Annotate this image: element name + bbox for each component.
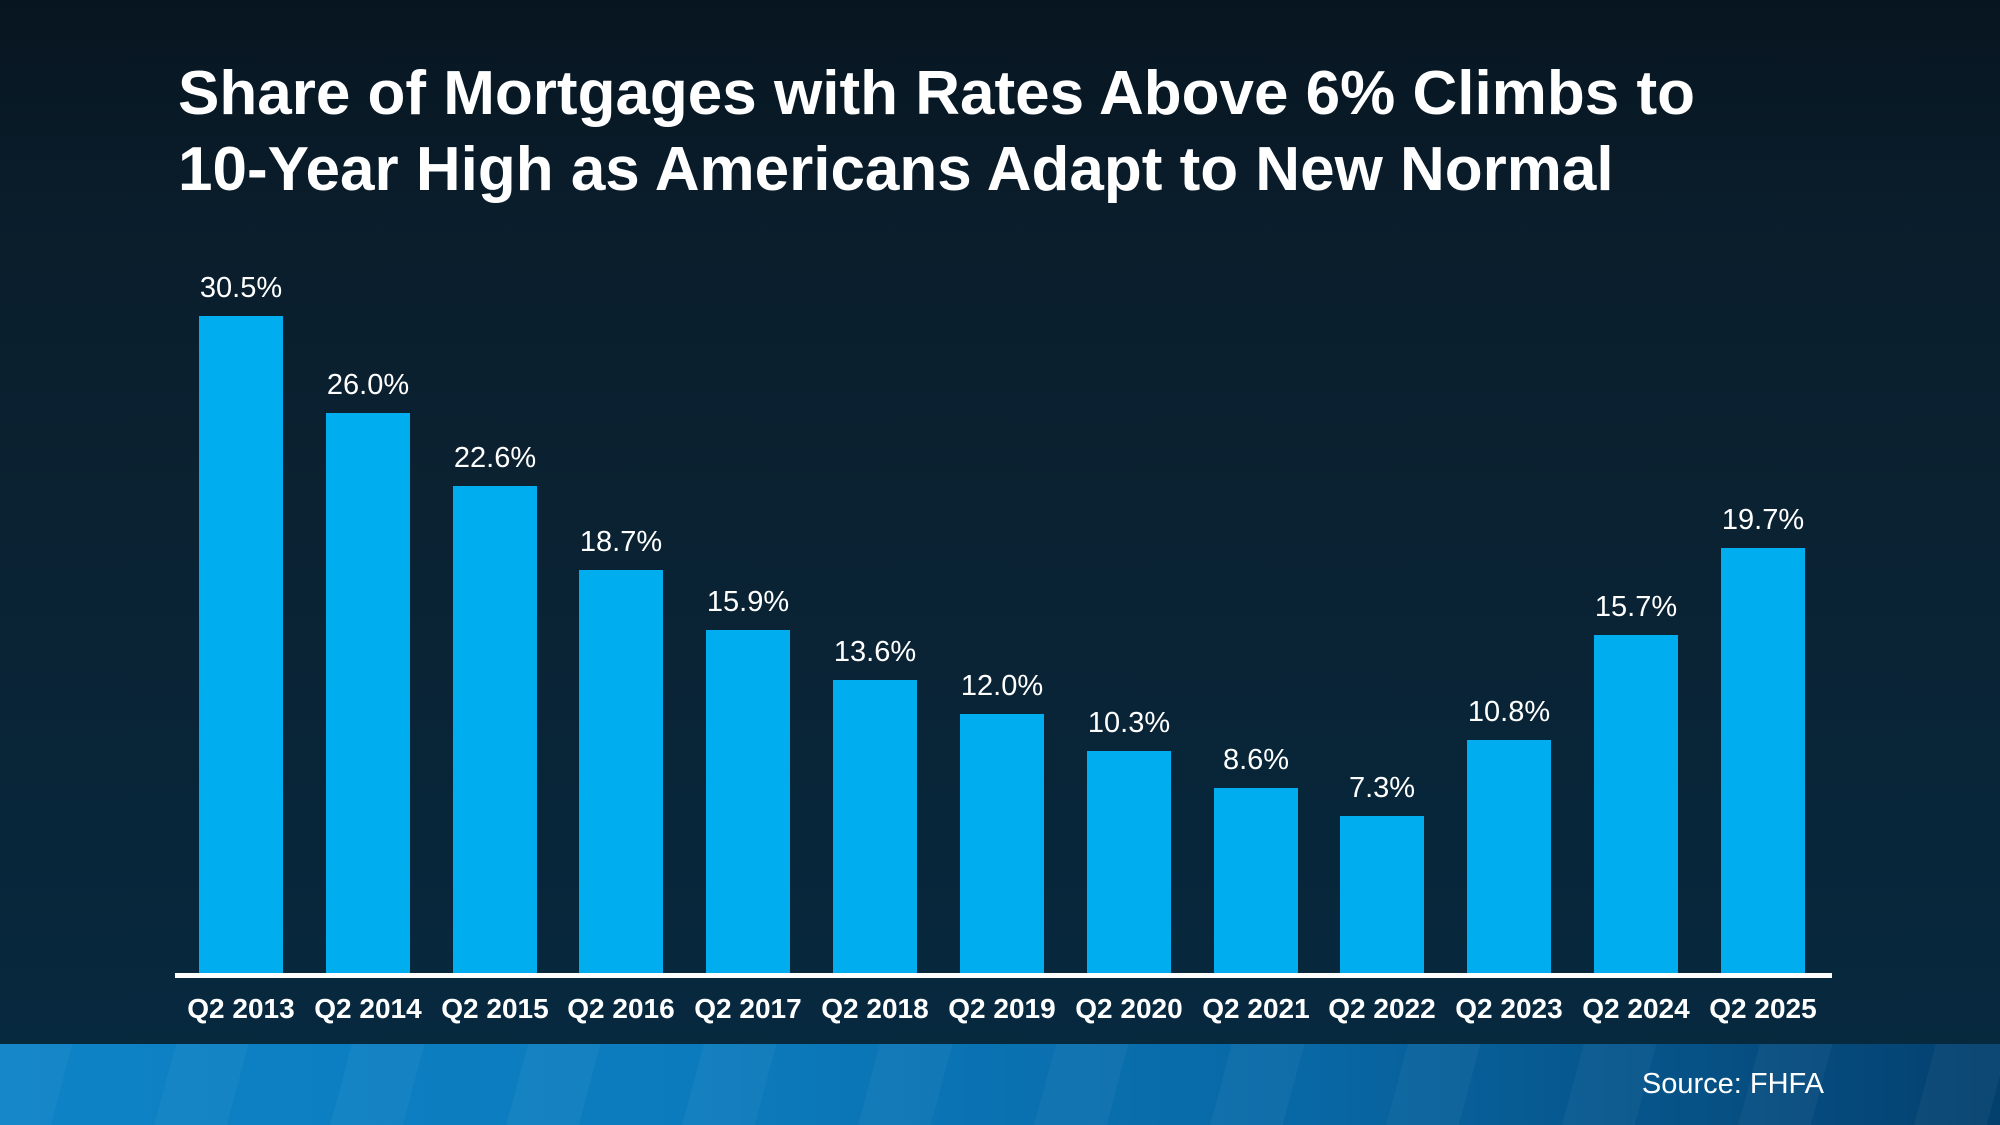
x-axis-tick-label-q2-2023: Q2 2023 bbox=[1455, 993, 1563, 1024]
bar-q2-2019 bbox=[960, 714, 1044, 973]
bar-value-label-q2-2025: 19.7% bbox=[1721, 504, 1805, 536]
bar-q2-2015 bbox=[453, 486, 537, 973]
x-axis-tick-label-q2-2015: Q2 2015 bbox=[441, 993, 549, 1024]
bar-q2-2021 bbox=[1214, 788, 1298, 973]
x-axis-tick-label-q2-2020: Q2 2020 bbox=[1075, 993, 1183, 1024]
bar-q2-2013 bbox=[199, 316, 283, 973]
bar-q2-2022 bbox=[1340, 816, 1424, 973]
bar-q2-2016 bbox=[579, 570, 663, 973]
bar-value-label-q2-2024: 15.7% bbox=[1594, 591, 1678, 623]
bar-q2-2018 bbox=[833, 680, 917, 973]
chart-title-line-1: Share of Mortgages with Rates Above 6% C… bbox=[178, 59, 1695, 128]
bar-q2-2023 bbox=[1467, 740, 1551, 973]
bar-value-label-q2-2017: 15.9% bbox=[706, 586, 790, 618]
bar-value-label-q2-2013: 30.5% bbox=[199, 272, 283, 304]
x-axis-line bbox=[175, 973, 1832, 978]
bar-value-label-q2-2015: 22.6% bbox=[453, 442, 537, 474]
bar-value-label-q2-2020: 10.3% bbox=[1087, 707, 1171, 739]
footer-band: Source: FHFA bbox=[0, 1044, 2000, 1125]
x-axis-tick-label-q2-2018: Q2 2018 bbox=[821, 993, 929, 1024]
x-axis-tick-label-q2-2019: Q2 2019 bbox=[948, 993, 1056, 1024]
bar-q2-2025 bbox=[1721, 548, 1805, 973]
bar-value-label-q2-2016: 18.7% bbox=[579, 526, 663, 558]
source-label: Source: FHFA bbox=[1641, 1068, 1824, 1100]
x-axis-tick-label-q2-2025: Q2 2025 bbox=[1709, 993, 1817, 1024]
bar-value-label-q2-2014: 26.0% bbox=[326, 369, 410, 401]
bar-q2-2017 bbox=[706, 630, 790, 973]
x-axis-tick-label-q2-2017: Q2 2017 bbox=[694, 993, 802, 1024]
x-axis-tick-label-q2-2024: Q2 2024 bbox=[1582, 993, 1690, 1024]
x-axis-tick-label-q2-2013: Q2 2013 bbox=[187, 993, 295, 1024]
bar-value-label-q2-2023: 10.8% bbox=[1467, 696, 1551, 728]
chart-title: Share of Mortgages with Rates Above 6% C… bbox=[178, 56, 1878, 208]
x-axis-tick-label-q2-2014: Q2 2014 bbox=[314, 993, 422, 1024]
bar-value-label-q2-2022: 7.3% bbox=[1348, 772, 1416, 804]
bar-q2-2020 bbox=[1087, 751, 1171, 973]
x-axis-tick-label-q2-2022: Q2 2022 bbox=[1328, 993, 1436, 1024]
bar-value-label-q2-2021: 8.6% bbox=[1222, 744, 1290, 776]
bar-value-label-q2-2018: 13.6% bbox=[833, 636, 917, 668]
chart-title-line-2: 10-Year High as Americans Adapt to New N… bbox=[178, 135, 1614, 204]
x-axis-tick-label-q2-2021: Q2 2021 bbox=[1202, 993, 1310, 1024]
bar-value-label-q2-2019: 12.0% bbox=[960, 670, 1044, 702]
bar-q2-2024 bbox=[1594, 635, 1678, 973]
bar-q2-2014 bbox=[326, 413, 410, 973]
x-axis-tick-label-q2-2016: Q2 2016 bbox=[567, 993, 675, 1024]
